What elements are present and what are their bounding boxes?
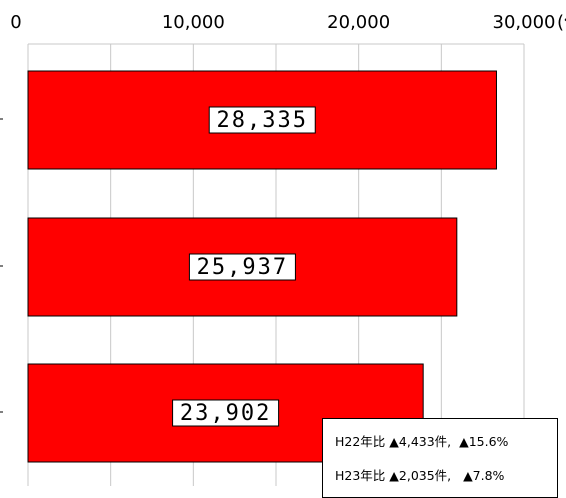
x-tick-label-1: 10,000 [162,12,225,33]
note-h23: H23年比 ▲2,035件, ▲7.8% [335,468,505,483]
x-unit-label: (件) [557,12,566,33]
bar-chart: 0 10,000 20,000 30,000(件) 28,335 25,937 23,90… [0,12,566,486]
x-tick-label-2: 20,000 [327,12,390,33]
comparison-note: H22年比 ▲4,433件, ▲15.6% H23年比 ▲2,035件, ▲7.… [322,418,558,498]
x-tick-label-0: 0 [10,12,21,33]
note-h22: H22年比 ▲4,433件, ▲15.6% [335,434,509,449]
bar-0 [27,70,497,170]
bars [0,70,497,463]
value-labels: 28,335 25,937 23,902 [172,106,316,427]
value-label-box-2 [172,399,280,427]
value-label-box-1 [188,253,296,281]
value-label-1: 25,937 [197,255,288,280]
x-axis: 0 10,000 20,000 30,000(件) [10,12,566,33]
value-label-2: 23,902 [180,401,271,426]
value-label-box-0 [208,106,316,134]
value-label-0: 28,335 [216,108,307,133]
x-tick-label-3: 30,000 [493,12,556,33]
